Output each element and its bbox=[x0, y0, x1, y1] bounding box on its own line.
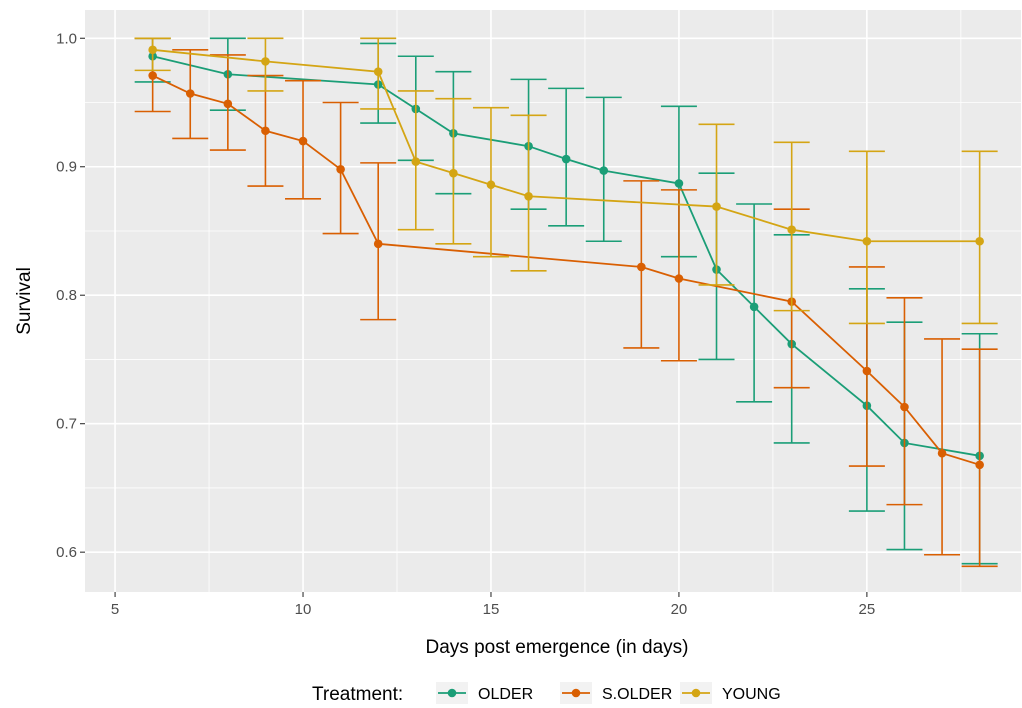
series-line-s-older bbox=[152, 74, 980, 466]
legend-item-young: YOUNG bbox=[680, 682, 781, 704]
y-tick-label: 1.0 bbox=[56, 30, 77, 47]
data-point-young bbox=[787, 225, 796, 234]
y-tick-label: 0.9 bbox=[56, 159, 77, 176]
x-tick-label: 10 bbox=[295, 601, 312, 618]
x-tick-label: 20 bbox=[671, 601, 688, 618]
data-point-s-older bbox=[862, 366, 872, 376]
data-point-s-older bbox=[336, 165, 345, 174]
data-point-older bbox=[599, 166, 609, 175]
plot-panel bbox=[85, 10, 1021, 592]
data-point-older bbox=[749, 302, 759, 312]
series-young bbox=[134, 37, 998, 325]
data-point-young bbox=[411, 157, 421, 166]
legend-label-older: OLDER bbox=[478, 686, 533, 703]
data-point-young bbox=[712, 202, 721, 211]
y-tick-label: 0.6 bbox=[56, 544, 77, 561]
x-axis-title: Days post emergence (in days) bbox=[426, 637, 689, 658]
legend-label-young: YOUNG bbox=[722, 686, 781, 703]
legend-item-s-older: S.OLDER bbox=[560, 682, 672, 704]
y-axis-title: Survival bbox=[14, 267, 35, 335]
legend: Treatment: OLDER S.OLDER YOUNG bbox=[312, 682, 781, 705]
data-point-s-older bbox=[261, 126, 270, 136]
data-point-s-older bbox=[937, 448, 947, 458]
data-point-older bbox=[561, 154, 571, 164]
legend-key-point-older bbox=[447, 688, 457, 698]
y-axis: 0.6 0.7 0.8 0.9 1.0 bbox=[56, 30, 85, 561]
data-point-young bbox=[373, 67, 383, 76]
data-point-young bbox=[524, 191, 533, 201]
data-point-young bbox=[862, 236, 872, 246]
data-point-young bbox=[486, 180, 496, 190]
data-point-s-older bbox=[185, 89, 195, 98]
legend-key-point-s-older bbox=[571, 688, 581, 698]
data-point-young bbox=[148, 45, 157, 55]
data-point-young bbox=[261, 57, 270, 66]
series-s-older bbox=[134, 37, 998, 568]
legend-item-older: OLDER bbox=[436, 682, 533, 704]
data-point-s-older bbox=[900, 402, 909, 412]
x-tick-label: 15 bbox=[483, 601, 500, 618]
data-point-s-older bbox=[674, 274, 684, 283]
data-point-s-older bbox=[148, 71, 157, 80]
data-point-young bbox=[449, 168, 458, 178]
data-point-young bbox=[975, 236, 984, 246]
grid-minor bbox=[85, 10, 1021, 592]
y-tick-label: 0.7 bbox=[56, 416, 77, 433]
data-point-s-older bbox=[373, 239, 383, 249]
data-point-s-older bbox=[298, 136, 308, 146]
x-axis: 5 10 15 20 25 bbox=[111, 592, 875, 618]
data-point-older bbox=[674, 179, 684, 188]
legend-key-point-young bbox=[691, 688, 701, 698]
data-point-s-older bbox=[975, 460, 984, 470]
x-tick-label: 5 bbox=[111, 601, 119, 618]
data-point-s-older bbox=[223, 99, 233, 109]
data-point-s-older bbox=[637, 262, 646, 272]
legend-label-s-older: S.OLDER bbox=[602, 686, 672, 703]
legend-title: Treatment: bbox=[312, 684, 403, 705]
x-tick-label: 25 bbox=[859, 601, 876, 618]
series-layer bbox=[134, 37, 998, 568]
y-tick-label: 0.8 bbox=[56, 287, 77, 304]
